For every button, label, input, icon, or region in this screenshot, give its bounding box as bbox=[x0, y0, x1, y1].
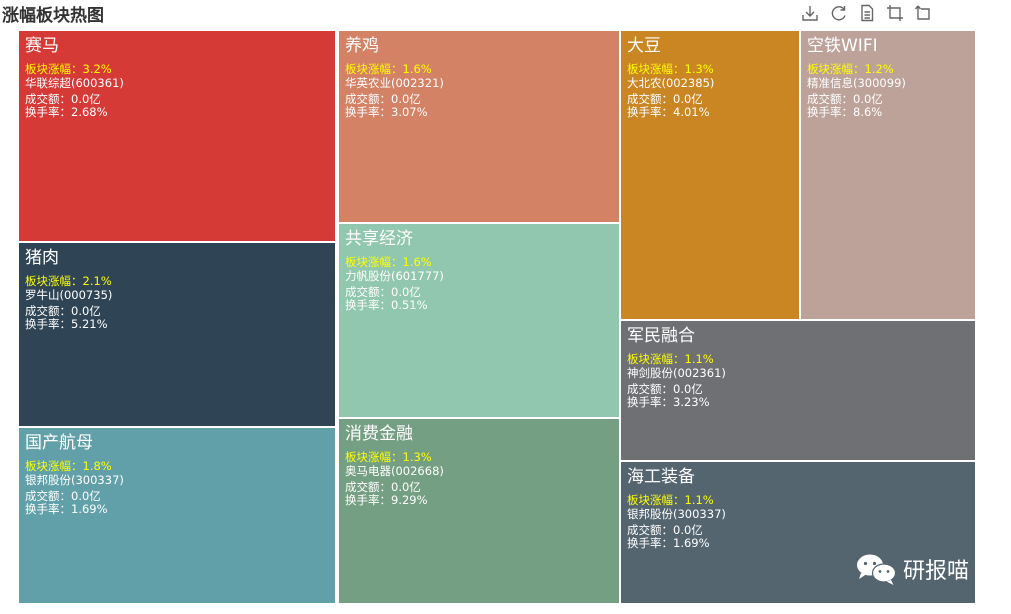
treemap-tile-9[interactable]: 军民融合板块涨幅：1.1% 神剑股份(002361) 成交额：0.0亿 换手率：3.2… bbox=[620, 320, 976, 461]
treemap-tile-2[interactable]: 猪肉板块涨幅：2.1% 罗牛山(000735) 成交额：0.0亿 换手率：5.21% bbox=[18, 242, 336, 427]
treemap-tile-7[interactable]: 大豆板块涨幅：1.3% 大北农(002385) 成交额：0.0亿 换手率：4.01% bbox=[620, 30, 800, 320]
tile-change: 板块涨幅：1.3% bbox=[345, 450, 432, 464]
tile-volume: 成交额：0.0亿 bbox=[25, 304, 101, 318]
wechat-icon bbox=[855, 552, 899, 586]
tile-name: 国产航母 bbox=[25, 433, 93, 453]
tile-stock: 力帆股份(601777) bbox=[345, 269, 444, 283]
tile-turnover: 换手率：2.68% bbox=[25, 105, 108, 119]
tile-stock: 华联综超(600361) bbox=[25, 76, 124, 90]
tile-turnover: 换手率：1.69% bbox=[627, 536, 710, 550]
tile-volume: 成交额：0.0亿 bbox=[345, 480, 421, 494]
treemap-tile-6[interactable]: 消费金融板块涨幅：1.3% 奥马电器(002668) 成交额：0.0亿 换手率：9.2… bbox=[338, 418, 620, 604]
tile-volume: 成交额：0.0亿 bbox=[25, 489, 101, 503]
tile-turnover: 换手率：5.21% bbox=[25, 317, 108, 331]
tile-stock: 银邦股份(300337) bbox=[25, 473, 124, 487]
tile-name: 消费金融 bbox=[345, 424, 413, 444]
tile-turnover: 换手率：3.23% bbox=[627, 395, 710, 409]
tile-change: 板块涨幅：1.1% bbox=[627, 493, 714, 507]
treemap-tile-10[interactable]: 海工装备板块涨幅：1.1% 银邦股份(300337) 成交额：0.0亿 换手率：1.6… bbox=[620, 461, 976, 604]
treemap-tile-4[interactable]: 养鸡板块涨幅：1.6% 华英农业(002321) 成交额：0.0亿 换手率：3.07% bbox=[338, 30, 620, 223]
tile-name: 赛马 bbox=[25, 36, 59, 56]
tile-volume: 成交额：0.0亿 bbox=[345, 92, 421, 106]
data-view-icon[interactable] bbox=[857, 3, 877, 23]
tile-change: 板块涨幅：3.2% bbox=[25, 62, 112, 76]
treemap-tile-3[interactable]: 国产航母板块涨幅：1.8% 银邦股份(300337) 成交额：0.0亿 换手率：1.6… bbox=[18, 427, 336, 604]
tile-change: 板块涨幅：2.1% bbox=[25, 274, 112, 288]
tile-volume: 成交额：0.0亿 bbox=[807, 92, 883, 106]
tile-stock: 神剑股份(002361) bbox=[627, 366, 726, 380]
tile-change: 板块涨幅：1.3% bbox=[627, 62, 714, 76]
tile-turnover: 换手率：9.29% bbox=[345, 493, 428, 507]
chart-title: 涨幅板块热图 bbox=[2, 6, 104, 26]
tile-name: 海工装备 bbox=[627, 467, 695, 487]
tile-volume: 成交额：0.0亿 bbox=[25, 92, 101, 106]
tile-volume: 成交额：0.0亿 bbox=[627, 92, 703, 106]
tile-stock: 大北农(002385) bbox=[627, 76, 715, 90]
tile-turnover: 换手率：3.07% bbox=[345, 105, 428, 119]
tile-name: 空铁WIFI bbox=[807, 36, 878, 56]
tile-stock: 奥马电器(002668) bbox=[345, 464, 444, 478]
tile-change: 板块涨幅：1.6% bbox=[345, 255, 432, 269]
tile-change: 板块涨幅：1.8% bbox=[25, 459, 112, 473]
tile-stock: 精准信息(300099) bbox=[807, 76, 906, 90]
watermark: 研报喵 bbox=[855, 552, 969, 586]
tile-volume: 成交额：0.0亿 bbox=[627, 382, 703, 396]
tile-turnover: 换手率：1.69% bbox=[25, 502, 108, 516]
tile-name: 共享经济 bbox=[345, 229, 413, 249]
restore-icon[interactable] bbox=[913, 3, 933, 23]
tile-change: 板块涨幅：1.2% bbox=[807, 62, 894, 76]
treemap-tile-1[interactable]: 赛马板块涨幅：3.2% 华联综超(600361) 成交额：0.0亿 换手率：2.68% bbox=[18, 30, 336, 242]
zoom-icon[interactable] bbox=[885, 3, 905, 23]
tile-turnover: 换手率：0.51% bbox=[345, 298, 428, 312]
tile-volume: 成交额：0.0亿 bbox=[627, 523, 703, 537]
tile-stock: 罗牛山(000735) bbox=[25, 288, 113, 302]
tile-name: 军民融合 bbox=[627, 326, 695, 346]
treemap-tile-5[interactable]: 共享经济板块涨幅：1.6% 力帆股份(601777) 成交额：0.0亿 换手率：0.5… bbox=[338, 223, 620, 418]
watermark-text: 研报喵 bbox=[903, 559, 970, 584]
tile-change: 板块涨幅：1.6% bbox=[345, 62, 432, 76]
tile-stock: 华英农业(002321) bbox=[345, 76, 444, 90]
download-icon[interactable] bbox=[800, 3, 820, 23]
refresh-icon[interactable] bbox=[829, 3, 849, 23]
tile-volume: 成交额：0.0亿 bbox=[345, 285, 421, 299]
tile-stock: 银邦股份(300337) bbox=[627, 507, 726, 521]
tile-name: 大豆 bbox=[627, 36, 661, 56]
tile-name: 猪肉 bbox=[25, 248, 59, 268]
tile-turnover: 换手率：4.01% bbox=[627, 105, 710, 119]
tile-change: 板块涨幅：1.1% bbox=[627, 352, 714, 366]
treemap-tile-8[interactable]: 空铁WIFI 板块涨幅：1.2% 精准信息(300099) 成交额：0.0亿 换手率：8… bbox=[800, 30, 976, 320]
tile-turnover: 换手率：8.6% bbox=[807, 105, 883, 119]
tile-name: 养鸡 bbox=[345, 36, 379, 56]
